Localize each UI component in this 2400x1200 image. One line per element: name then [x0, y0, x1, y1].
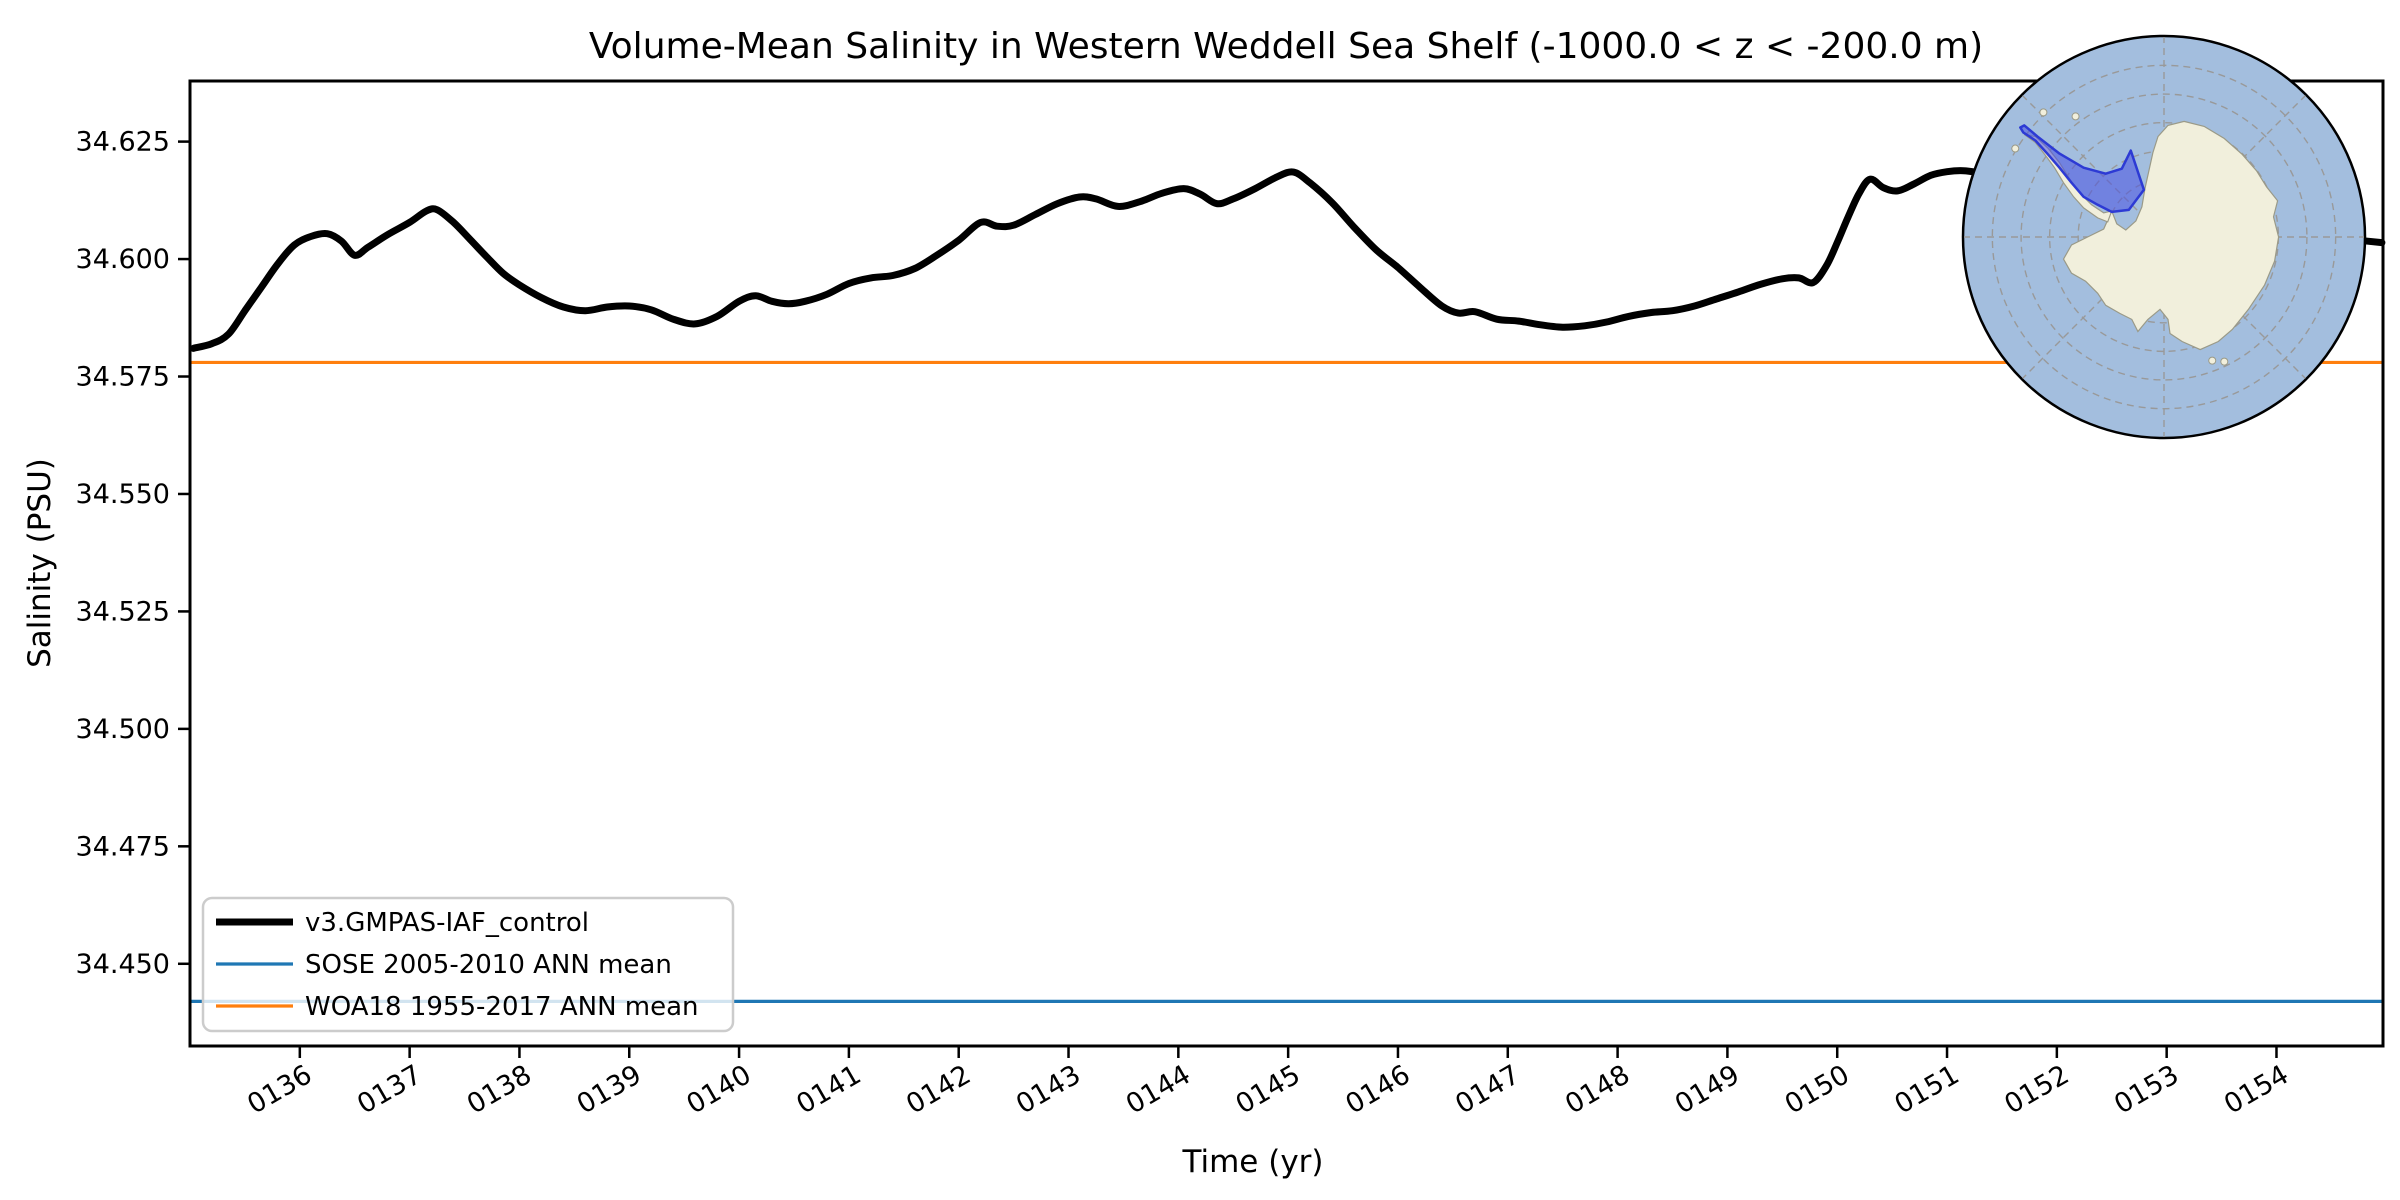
antarctica-mainland: [2062, 120, 2280, 351]
graticule-parallel: [2020, 93, 2308, 381]
x-tick-label: 0142: [901, 1059, 976, 1120]
data-series-layer: [189, 167, 2386, 352]
legend: v3.GMPAS-IAF_control SOSE 2005-2010 ANN m…: [201, 896, 735, 1033]
x-tick-label: 0144: [1121, 1059, 1196, 1120]
x-tick-label: 0153: [2109, 1059, 2184, 1120]
x-tick-label: 0141: [791, 1059, 866, 1120]
antarctica-inset-map: [1961, 34, 2367, 440]
island: [2220, 357, 2229, 366]
y-tick-label: 34.500: [76, 714, 170, 745]
y-tick-label: 34.575: [76, 362, 170, 393]
y-tick-label: 34.450: [76, 949, 170, 980]
series-v3.GMPAS-IAF_control: [189, 167, 2386, 352]
x-tick-label: 0138: [462, 1059, 537, 1120]
y-tick-label: 34.550: [76, 479, 170, 510]
x-tick-label: 0149: [1670, 1059, 1745, 1120]
x-tick-label: 0150: [1780, 1059, 1855, 1120]
x-tick-label: 0139: [572, 1059, 647, 1120]
x-tick-label: 0143: [1011, 1059, 1086, 1120]
chart-title: Volume-Mean Salinity in Western Weddell …: [589, 26, 1983, 67]
x-tick-label: 0137: [352, 1059, 427, 1120]
legend-label: v3.GMPAS-IAF_control: [305, 908, 589, 938]
x-tick-label: 0148: [1560, 1059, 1635, 1120]
x-tick-label: 0146: [1340, 1059, 1415, 1120]
x-tick-label: 0136: [242, 1059, 317, 1120]
x-axis-label: Time (yr): [1182, 1144, 1324, 1180]
graticule-meridian: [2021, 94, 2307, 380]
legend-label: SOSE 2005-2010 ANN mean: [305, 950, 672, 980]
island: [2039, 108, 2048, 117]
y-tick-label: 34.475: [76, 831, 170, 862]
x-tick-label: 0145: [1231, 1059, 1306, 1120]
x-tick-label: 0154: [2219, 1059, 2294, 1120]
island: [2071, 112, 2080, 121]
axes-frame: [188, 79, 2385, 1048]
graticule-meridian: [2021, 94, 2307, 380]
legend-label: WOA18 1955-2017 ANN mean: [305, 992, 699, 1022]
island: [2011, 144, 2020, 153]
x-tick-label: 0147: [1450, 1059, 1525, 1120]
x-tick-label: 0151: [1890, 1059, 1965, 1120]
highlighted-region-western-weddell-sea-shelf: [2019, 124, 2146, 214]
x-tick-label: 0152: [1999, 1059, 2074, 1120]
legend-box: [201, 896, 735, 1033]
y-tick-label: 34.600: [76, 244, 170, 275]
y-tick-label: 34.625: [76, 127, 170, 158]
y-axis-label: Salinity (PSU): [22, 458, 58, 668]
island: [2208, 356, 2217, 365]
plot-frame: [188, 79, 2385, 1048]
y-tick-label: 34.525: [76, 596, 170, 627]
x-tick-label: 0140: [682, 1059, 757, 1120]
